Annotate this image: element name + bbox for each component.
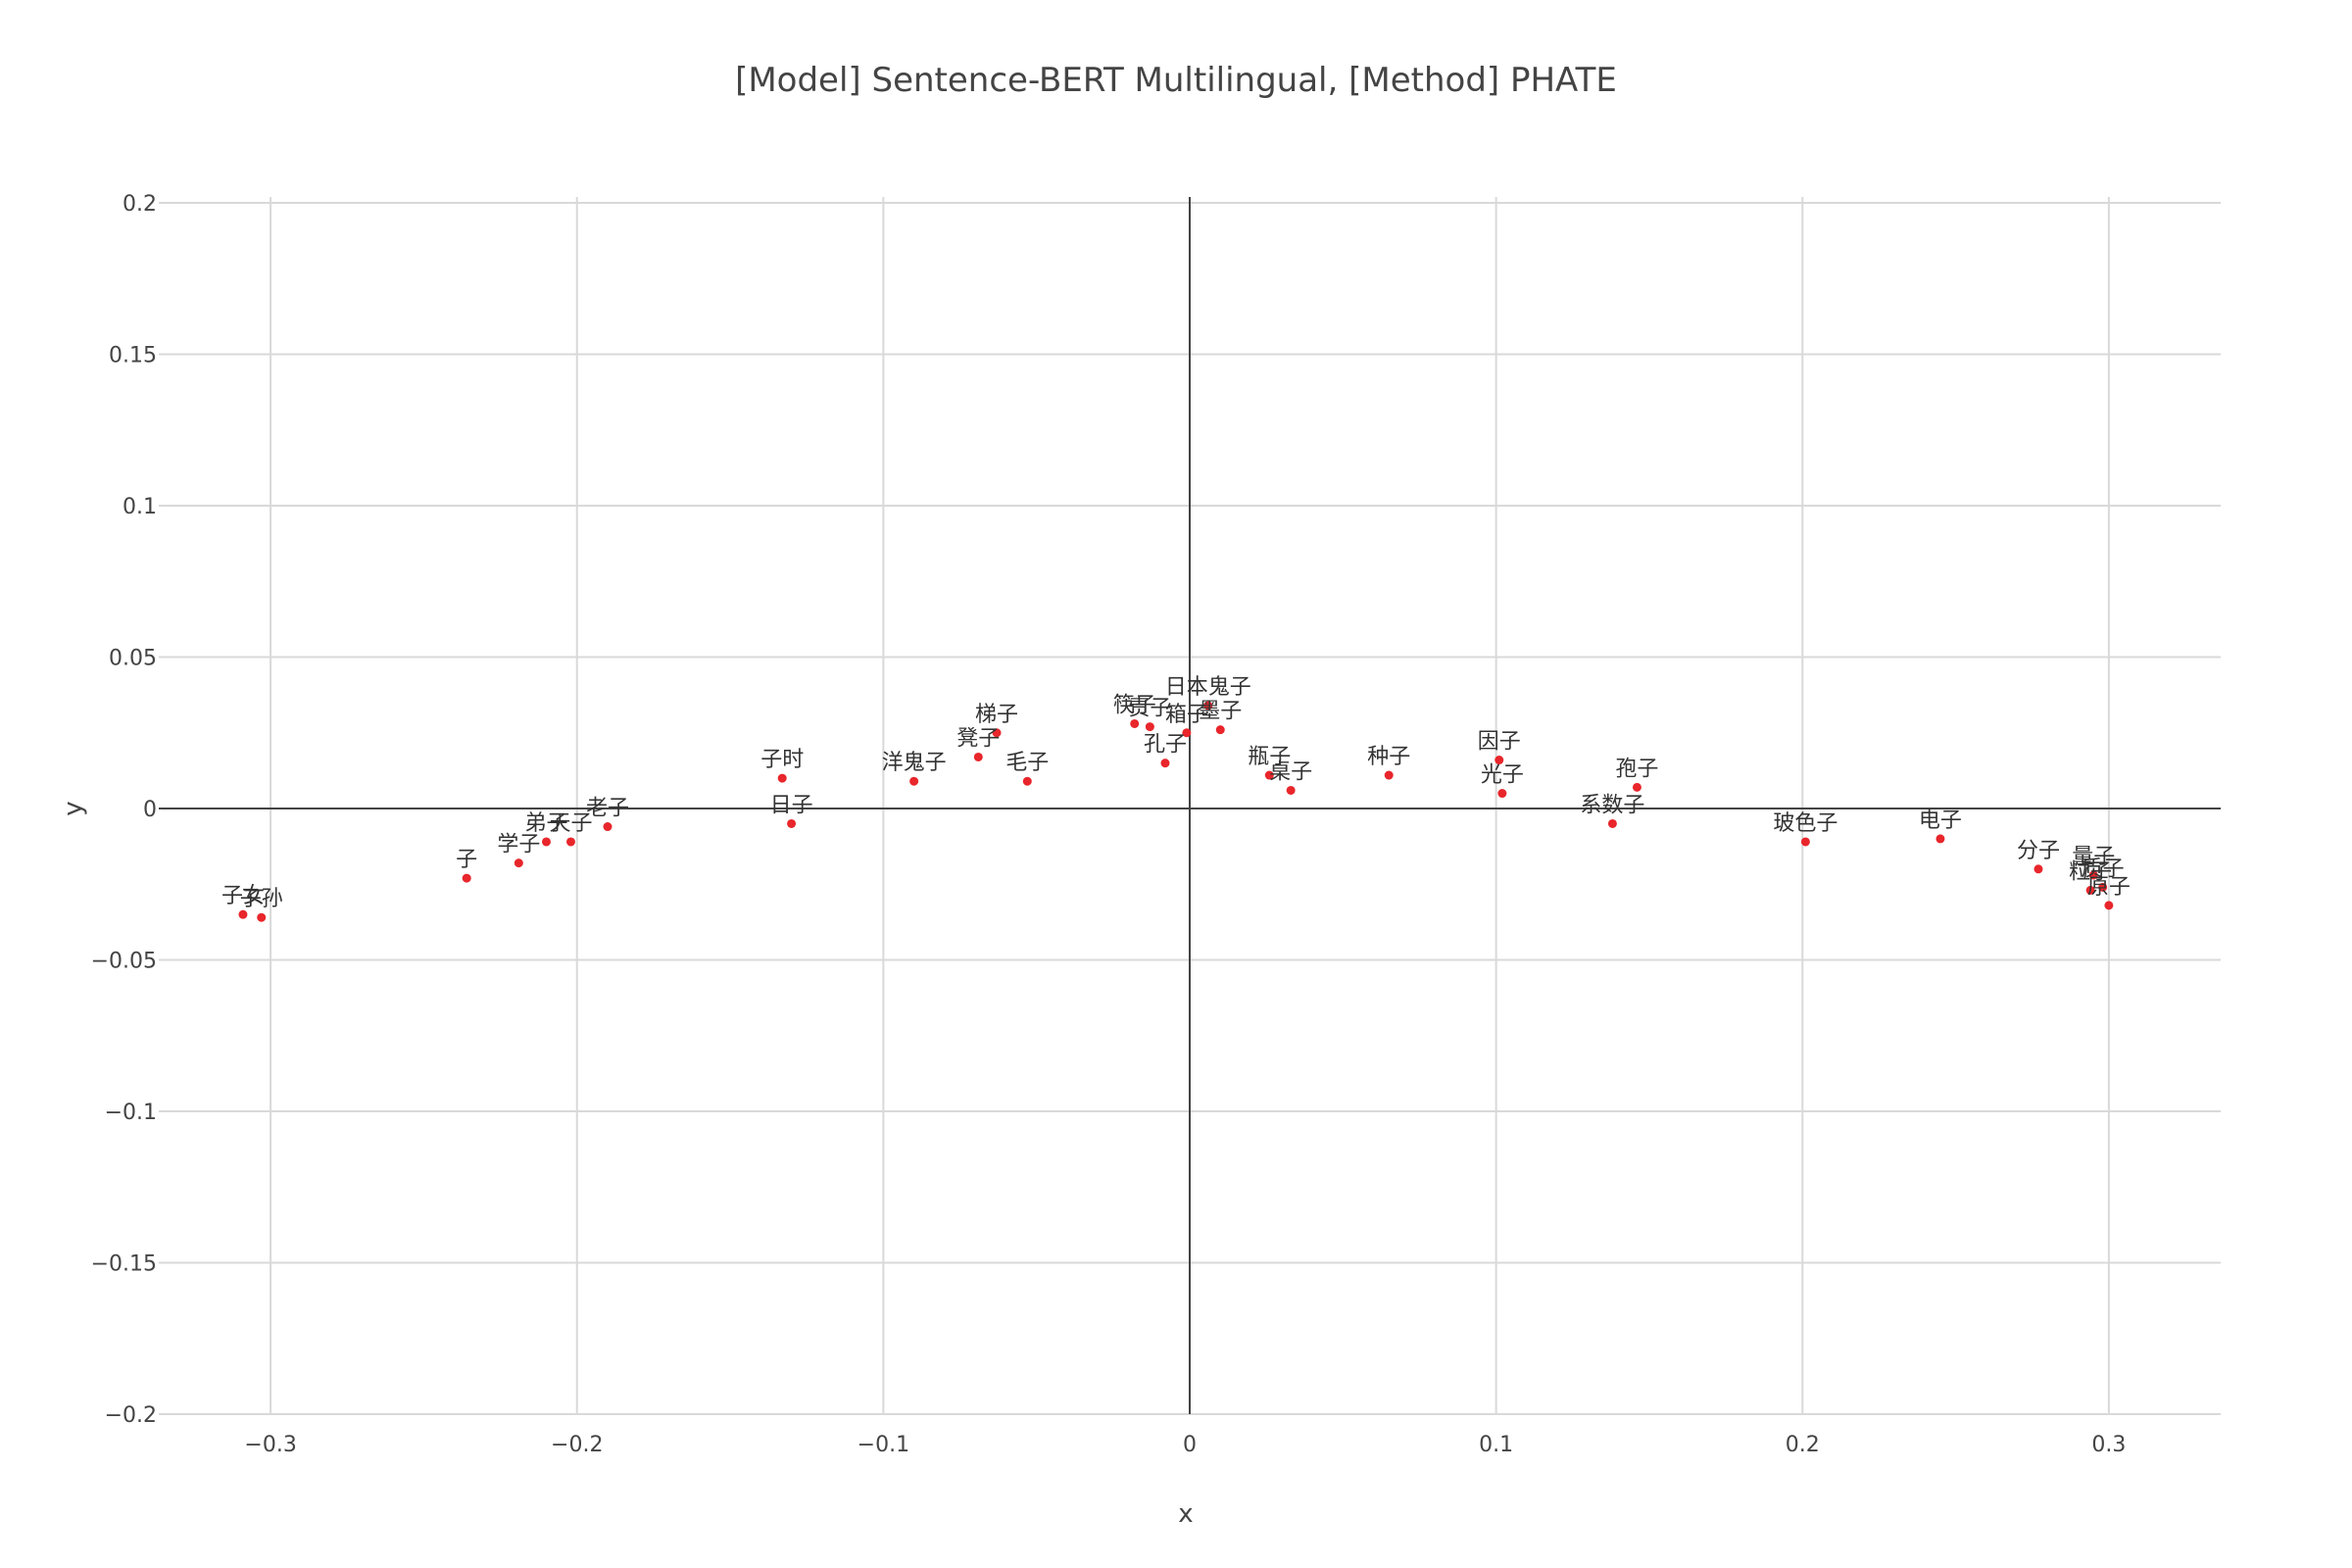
data-point	[787, 818, 797, 828]
point-label: 瓶子	[1248, 745, 1291, 769]
point-label: 洋鬼子	[882, 751, 947, 775]
chart-title: [Model] Sentence-BERT Multilingual, [Met…	[735, 61, 1617, 100]
data-point	[909, 776, 919, 786]
point-label: 天子	[549, 811, 592, 836]
point-label: 箱子	[1165, 703, 1208, 727]
x-axis-title: x	[1178, 1499, 1194, 1529]
point-label: 因子	[1478, 730, 1521, 755]
y-tick-label: 0.05	[109, 647, 157, 671]
data-point	[1384, 770, 1394, 780]
data-point	[238, 909, 248, 919]
data-points	[238, 701, 2114, 922]
data-point	[1130, 718, 1140, 728]
point-label: 量子	[2072, 845, 2115, 869]
data-point	[2085, 885, 2095, 895]
point-label: 分子	[2017, 839, 2060, 863]
point-label: 孔子	[1144, 733, 1187, 758]
x-tick-label: −0.3	[244, 1433, 296, 1457]
data-point	[257, 912, 267, 922]
data-point	[514, 858, 523, 868]
data-point	[2034, 864, 2043, 874]
data-point	[603, 822, 612, 832]
data-point	[565, 837, 575, 847]
point-label: 责子	[1128, 697, 1171, 721]
point-label: 电子	[1919, 808, 1962, 833]
data-point	[1607, 818, 1617, 828]
data-point	[1145, 722, 1154, 732]
x-tick-label: −0.1	[858, 1433, 909, 1457]
x-tick-label: 0.3	[2091, 1433, 2126, 1457]
data-point	[541, 837, 551, 847]
point-label: 孢子	[1615, 757, 1658, 781]
point-label: 老子	[586, 797, 629, 821]
data-point	[1182, 728, 1192, 738]
y-axis-title: y	[59, 801, 88, 816]
data-point	[462, 873, 471, 883]
point-label: 学子	[497, 833, 540, 858]
data-point	[992, 728, 1002, 738]
data-point	[1800, 837, 1810, 847]
y-tick-label: 0.15	[109, 344, 157, 368]
data-point	[1936, 834, 1945, 844]
data-point	[1203, 701, 1213, 710]
data-point	[1022, 776, 1032, 786]
point-label: 子	[456, 848, 477, 872]
data-point	[973, 752, 983, 761]
x-tick-label: −0.2	[551, 1433, 603, 1457]
x-tick-label: 0.2	[1786, 1433, 1820, 1457]
y-tick-label: −0.05	[91, 950, 157, 974]
data-point	[1215, 725, 1225, 735]
point-label: 凳子	[956, 726, 1000, 751]
zero-lines	[159, 197, 2221, 1414]
tick-labels: −0.3 −0.2 −0.1 0 0.1 0.2 0.3 0.2 0.15 0.1 0.05 0 −0.…	[91, 192, 2127, 1457]
point-label: 玻色子	[1773, 811, 1838, 836]
point-label: 日子	[770, 793, 813, 817]
point-label: 日本鬼子	[1165, 675, 1251, 700]
y-tick-label: 0	[143, 798, 157, 822]
data-point	[1494, 756, 1504, 765]
y-tick-label: 0.1	[122, 495, 157, 519]
data-point	[1160, 759, 1170, 768]
data-point	[2088, 870, 2098, 880]
y-tick-label: −0.15	[91, 1252, 157, 1277]
y-tick-label: −0.1	[105, 1101, 157, 1125]
point-label: 种子	[1367, 745, 1410, 769]
point-label: 筷子	[1113, 693, 1156, 717]
point-label: 梯子	[975, 703, 1018, 727]
x-tick-label: 0	[1183, 1433, 1197, 1457]
point-label: 子时	[760, 748, 804, 772]
data-point	[1632, 782, 1642, 792]
data-point	[1264, 770, 1274, 780]
point-label: 系数子	[1580, 793, 1644, 817]
point-label: 原子	[2087, 875, 2131, 900]
data-point	[777, 773, 787, 783]
point-label: 桌子	[1269, 760, 1312, 784]
point-label: 子孙	[240, 887, 283, 911]
data-point	[1286, 785, 1296, 795]
data-point	[1497, 789, 1507, 799]
point-label: 光子	[1481, 763, 1524, 788]
point-label: 子女	[221, 884, 265, 908]
point-label: 毛子	[1005, 751, 1049, 775]
point-label: 弟子	[524, 811, 567, 836]
y-tick-label: −0.2	[105, 1403, 157, 1428]
point-label: 粒子	[2069, 859, 2112, 884]
y-tick-label: 0.2	[122, 192, 157, 217]
data-point	[2104, 901, 2114, 910]
x-tick-label: 0.1	[1479, 1433, 1513, 1457]
point-label: 墨子	[1199, 700, 1242, 724]
data-point	[2098, 882, 2108, 892]
point-label: 质子	[2082, 857, 2125, 881]
